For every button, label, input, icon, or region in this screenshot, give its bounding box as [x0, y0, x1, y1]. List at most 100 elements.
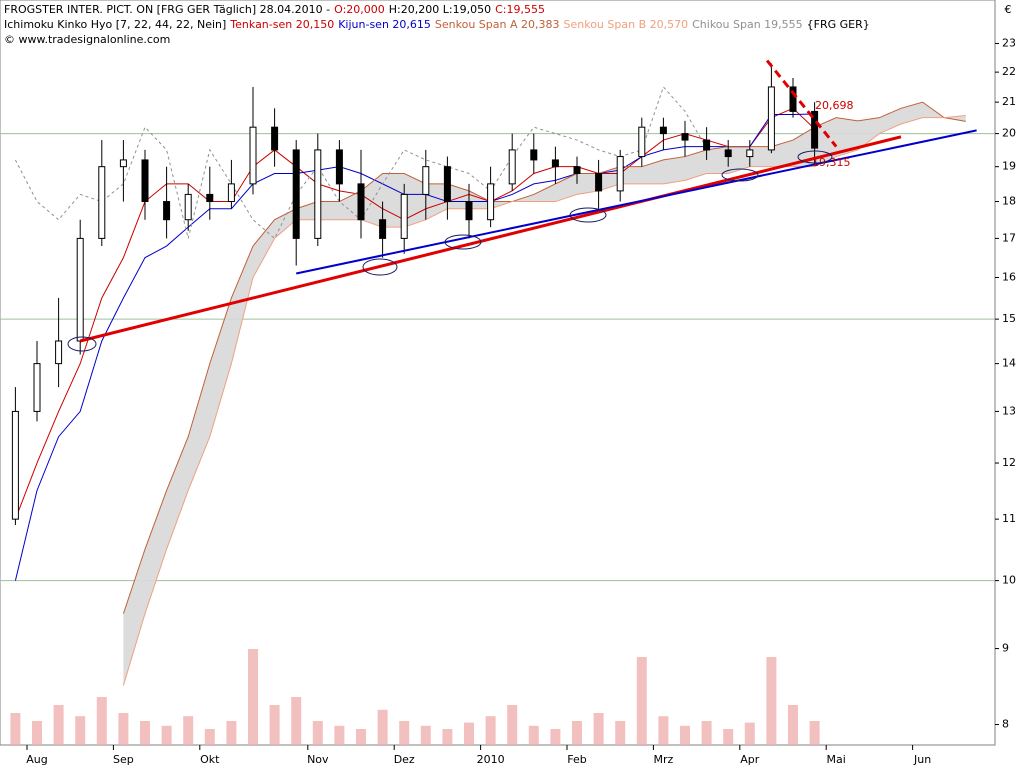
volume-bar	[788, 705, 798, 745]
candle-body	[335, 149, 343, 185]
candle-body	[811, 110, 819, 149]
candle-body	[119, 159, 127, 168]
legend-entry: Kijun-sen 20,615	[338, 18, 431, 31]
header-text: C:19,555	[495, 3, 545, 16]
y-tick-label: 9	[1002, 642, 1009, 655]
candle-body	[314, 149, 322, 239]
x-tick-label: Sep	[113, 753, 134, 766]
x-tick-label: Okt	[200, 753, 220, 766]
volume-bar	[356, 729, 366, 745]
volume-bar	[399, 721, 410, 745]
volume-bar	[226, 721, 237, 745]
candle-body	[443, 166, 451, 203]
x-tick-label: Aug	[26, 753, 47, 766]
volume-bar	[53, 705, 64, 745]
volume-bar	[312, 721, 323, 745]
volume-bar	[701, 721, 712, 745]
candle-body	[55, 340, 63, 365]
candle-body	[98, 166, 106, 239]
candle-body	[379, 219, 387, 239]
candle-body	[659, 126, 667, 135]
candle-body	[724, 149, 732, 158]
y-tick-label: 8	[1002, 718, 1009, 731]
volume-bar	[809, 721, 820, 745]
volume-bar	[572, 721, 582, 745]
volume-bar	[766, 657, 777, 745]
y-tick-label: 23	[1002, 36, 1016, 49]
y-tick-label: 19	[1002, 160, 1016, 173]
candle-body	[184, 193, 192, 221]
candle-body	[163, 201, 171, 221]
candle-body	[616, 156, 624, 192]
volume-bar	[377, 709, 388, 745]
y-tick-label: 14	[1002, 357, 1016, 370]
legend-entry: Tenkan-sen 20,150	[230, 18, 335, 31]
y-tick-label: 15	[1002, 312, 1016, 325]
legend-entry: Senkou Span B 20,570	[563, 18, 689, 31]
candle-body	[703, 139, 711, 151]
y-tick-label: 18	[1002, 195, 1016, 208]
series-line	[14, 113, 815, 581]
volume-bar	[183, 716, 194, 745]
y-tick-label: 21	[1002, 95, 1016, 108]
candle-body	[400, 193, 408, 239]
series-line	[122, 101, 966, 614]
candle-body	[508, 149, 516, 185]
candle-body	[595, 172, 603, 192]
volume-bar	[658, 716, 669, 745]
x-tick-label: Dez	[394, 753, 415, 766]
header-line: FROGSTER INTER. PICT. ON [FRG GER Täglic…	[4, 2, 874, 17]
candle-body	[33, 363, 41, 412]
header: FROGSTER INTER. PICT. ON [FRG GER Täglic…	[4, 2, 874, 47]
x-tick-label: Mai	[827, 753, 846, 766]
x-tick-label: Feb	[567, 753, 586, 766]
ellipse	[569, 207, 607, 223]
candle-body	[638, 126, 646, 158]
header-text: Ichimoku Kinko Hyo [7, 22, 44, 22, Nein]	[4, 18, 227, 31]
legend-entry: Chikou Span 19,555	[692, 18, 803, 31]
annotation: 19,315	[812, 156, 851, 169]
volume-bar	[204, 729, 215, 745]
candle-body	[11, 410, 19, 520]
volume-bar	[485, 716, 496, 745]
volume-bar	[593, 713, 604, 745]
volume-bar	[420, 725, 431, 745]
volume-bar	[723, 729, 734, 745]
volume-bar	[528, 725, 539, 745]
x-tick-label: Nov	[307, 753, 329, 766]
candle-body	[789, 86, 797, 112]
candle-body	[292, 149, 300, 239]
candle-body	[357, 183, 365, 221]
volume-bar	[10, 713, 21, 745]
volume-bar	[96, 697, 107, 745]
currency: €	[1005, 3, 1012, 16]
volume-bar	[615, 721, 626, 745]
volume-bar	[334, 725, 345, 745]
candle-body	[530, 149, 538, 161]
header-text: H:20,200 L:19,050	[388, 3, 492, 16]
candle-body	[746, 149, 754, 158]
y-tick-label: 20	[1002, 127, 1016, 140]
candle-body	[227, 183, 235, 203]
trendline	[295, 129, 977, 275]
ellipse	[444, 234, 482, 250]
volume-bar	[161, 725, 172, 745]
y-tick-label: 11	[1002, 512, 1016, 525]
volume-bar	[248, 649, 258, 745]
candle-body	[249, 126, 257, 185]
y-tick-label: 17	[1002, 231, 1016, 244]
x-tick-label: Mrz	[654, 753, 674, 766]
legend-entry: Senkou Span A 20,383	[434, 18, 560, 31]
ellipse	[67, 336, 97, 352]
x-tick-label: 2010	[477, 753, 505, 766]
series-line	[14, 107, 815, 520]
annotation: 20,698	[815, 99, 854, 112]
x-tick-label: Apr	[740, 753, 760, 766]
header-text: O:20,000	[334, 3, 385, 16]
y-tick-label: 13	[1002, 404, 1016, 417]
volume-bar	[636, 657, 647, 745]
volume-bar	[507, 705, 518, 745]
y-tick-label: 16	[1002, 271, 1016, 284]
candle-body	[422, 166, 430, 195]
